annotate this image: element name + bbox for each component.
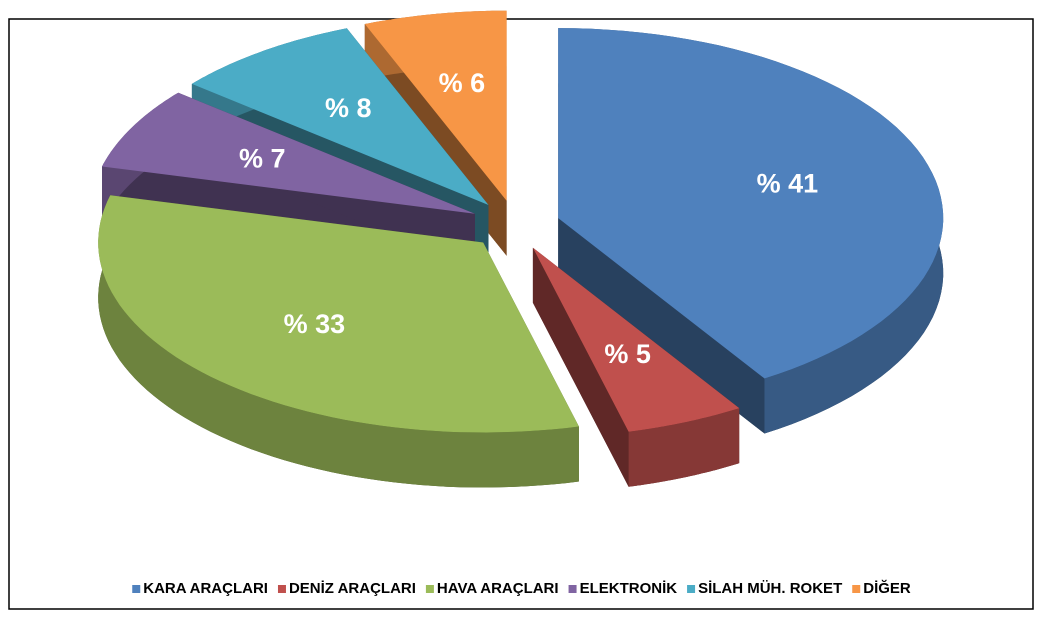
legend-swatch	[852, 585, 861, 593]
slice	[102, 92, 475, 214]
slice	[98, 195, 579, 433]
legend-label: DENİZ ARAÇLARI	[289, 580, 416, 597]
pie: % 41 % 5 % 33 % 7 % 8 % 6	[98, 10, 944, 488]
slice	[532, 247, 740, 432]
slice-side	[98, 195, 579, 488]
data-label: % 33	[284, 309, 346, 339]
legend-label: HAVA ARAÇLARI	[437, 580, 559, 597]
legend-swatch	[425, 585, 434, 593]
data-label: % 5	[604, 339, 651, 369]
legend-label: KARA ARAÇLARI	[143, 580, 268, 597]
data-label: % 7	[239, 143, 286, 173]
legend-label: ELEKTRONİK	[580, 580, 678, 597]
legend: KARA ARAÇLARI DENİZ ARAÇLARI HAVA ARAÇLARI…	[132, 579, 911, 597]
slice-side	[558, 218, 765, 434]
data-label: % 41	[757, 168, 819, 198]
slice-side	[532, 247, 629, 487]
slice	[558, 28, 944, 379]
legend-label: DİĞER	[863, 579, 911, 597]
legend-swatch	[687, 585, 696, 593]
slice-side	[628, 408, 740, 487]
legend-swatch	[568, 585, 577, 593]
slice	[364, 10, 507, 201]
data-label: % 6	[439, 68, 486, 98]
legend-swatch	[132, 585, 141, 593]
legend-swatch	[277, 585, 286, 593]
slice	[191, 28, 489, 205]
legend-label: SİLAH MÜH. ROKET	[698, 580, 842, 597]
data-label: % 8	[325, 93, 372, 123]
